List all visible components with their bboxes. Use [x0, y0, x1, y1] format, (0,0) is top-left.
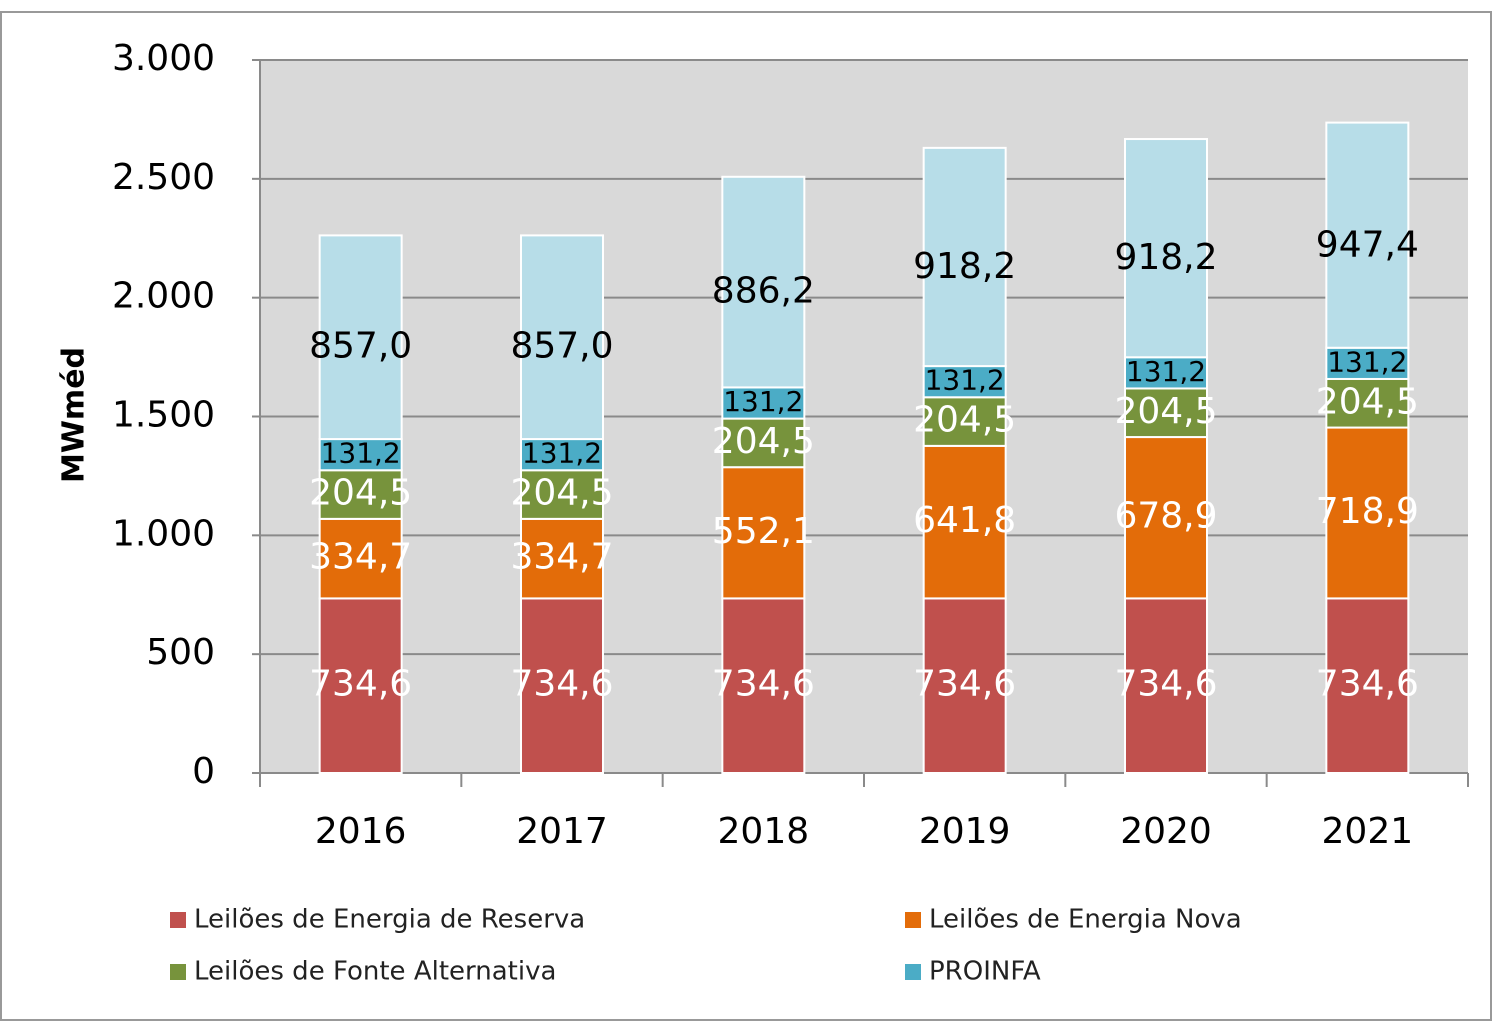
data-label: 734,6: [510, 664, 613, 705]
legend-swatch: [170, 912, 186, 928]
data-label: 552,1: [712, 511, 815, 552]
y-tick-label: 1.000: [112, 513, 215, 554]
y-tick-label: 1.500: [112, 395, 215, 436]
y-tick-label: 2.500: [112, 157, 215, 198]
bar-segment: [318, 517, 403, 600]
x-tick-label: 2020: [1120, 811, 1212, 852]
bar-segment: [721, 417, 806, 469]
data-label: 131,2: [925, 364, 1005, 397]
legend-label: PROINFA: [929, 957, 1041, 987]
bar-segment: [1325, 121, 1410, 349]
data-label: 734,6: [1316, 664, 1419, 705]
bar-segment: [721, 597, 806, 775]
bar-segment: [1124, 138, 1208, 359]
y-tick-label: 2.000: [112, 276, 215, 317]
bar-segment: [318, 438, 403, 472]
data-label: 204,5: [913, 400, 1016, 441]
data-label: 204,5: [712, 421, 815, 462]
data-label: 734,6: [309, 664, 412, 705]
legend-swatch: [905, 964, 921, 980]
data-label: 857,0: [309, 325, 412, 366]
x-tick-label: 2018: [718, 811, 810, 852]
data-label: 947,4: [1316, 224, 1419, 265]
y-tick-label: 0: [192, 751, 215, 792]
bar-segment: [721, 175, 806, 389]
x-tick-label: 2016: [315, 811, 407, 852]
data-label: 918,2: [913, 246, 1016, 287]
data-label: 678,9: [1114, 496, 1217, 537]
data-label: 734,6: [1114, 664, 1217, 705]
bar-segment: [1325, 426, 1410, 600]
data-label: 334,7: [510, 537, 613, 578]
data-label: 131,2: [321, 437, 401, 470]
data-label: 734,6: [913, 664, 1016, 705]
legend-label: Leilões de Energia Nova: [929, 905, 1242, 935]
bar-segment: [1124, 436, 1208, 600]
data-label: 131,2: [723, 385, 803, 418]
legend-label: Leilões de Energia de Reserva: [194, 905, 585, 935]
legend-swatch: [170, 964, 186, 980]
bar-segment: [318, 234, 403, 441]
x-tick-label: 2021: [1322, 811, 1414, 852]
data-label: 641,8: [913, 500, 1016, 541]
bar-segment: [1325, 346, 1410, 380]
data-label: 334,7: [309, 537, 412, 578]
data-label: 204,5: [1316, 381, 1419, 422]
data-label: 204,5: [309, 473, 412, 514]
bar-segment: [520, 597, 604, 775]
bar-segment: [721, 466, 806, 600]
data-label: 886,2: [712, 271, 815, 312]
bar-segment: [922, 444, 1007, 600]
bar-segment: [520, 234, 604, 441]
bar-segment: [520, 469, 604, 520]
data-label: 204,5: [510, 473, 613, 514]
legend-label: Leilões de Fonte Alternativa: [194, 957, 556, 987]
bar-segment: [318, 597, 403, 775]
bar-segment: [318, 469, 403, 520]
x-tick-label: 2019: [919, 811, 1011, 852]
bar-segment: [922, 146, 1007, 368]
x-tick-label: 2017: [516, 811, 608, 852]
data-label: 131,2: [1327, 345, 1407, 378]
bar-segment: [1124, 597, 1208, 775]
data-label: 734,6: [712, 664, 815, 705]
data-label: 718,9: [1316, 491, 1419, 532]
bar-segment: [922, 396, 1007, 447]
data-label: 131,2: [522, 437, 602, 470]
y-tick-label: 500: [146, 632, 215, 673]
data-label: 918,2: [1114, 237, 1217, 278]
data-label: 131,2: [1126, 355, 1206, 388]
bar-segment: [1325, 377, 1410, 429]
y-tick-label: 3.000: [112, 38, 215, 79]
y-axis-title: MWméd: [57, 347, 92, 483]
bar-segment: [922, 597, 1007, 775]
legend-swatch: [905, 912, 921, 928]
data-label: 857,0: [510, 325, 613, 366]
data-label: 204,5: [1114, 391, 1217, 432]
